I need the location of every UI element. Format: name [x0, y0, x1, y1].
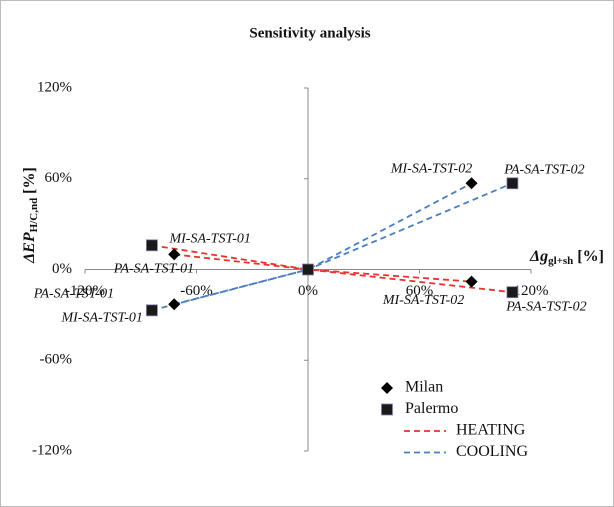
legend-label: Palermo	[405, 400, 458, 417]
square-marker	[302, 263, 314, 276]
point-label: PA-SA-TST-02	[503, 163, 584, 178]
point-label: PA-SA-TST-01	[33, 287, 114, 302]
legend-label: COOLING	[456, 443, 528, 460]
x-tick-label: 0%	[298, 283, 318, 299]
point-label: MI-SA-TST-02	[390, 162, 472, 177]
square-marker	[145, 239, 158, 252]
x-tick-label: 60%	[406, 283, 434, 299]
legend-label: Milan	[405, 379, 443, 396]
diamond-marker	[381, 382, 393, 394]
square-marker	[506, 286, 519, 299]
chart-title: Sensitivity analysis	[249, 25, 370, 41]
diamond-marker	[168, 248, 181, 261]
diamond-marker	[465, 177, 478, 190]
y-tick-label: 0%	[52, 261, 72, 277]
y-tick-label: -120%	[32, 442, 72, 458]
diamond-marker	[465, 275, 478, 288]
square-marker	[145, 304, 158, 317]
trend-line	[151, 244, 513, 294]
point-label: PA-SA-TST-02	[505, 299, 586, 314]
point-label: MI-SA-TST-01	[168, 232, 250, 247]
x-axis-title: Δggl+sh [%]	[529, 248, 604, 267]
diamond-marker	[168, 298, 181, 311]
point-label: MI-SA-TST-02	[382, 293, 464, 308]
y-axis-title-main: ΔEP	[21, 232, 38, 264]
point-label: PA-SA-TST-01	[113, 262, 194, 277]
y-axis-title-sub: H/C,nd	[28, 198, 40, 233]
x-axis-title-unit: [%]	[577, 248, 604, 265]
y-tick-label: -60%	[40, 352, 73, 368]
y-tick-label: 120%	[37, 79, 72, 95]
x-tick-label: 120%	[514, 283, 549, 299]
trend-line	[173, 182, 472, 306]
square-marker	[506, 177, 519, 190]
y-tick-label: 60%	[45, 170, 73, 186]
x-axis-title-sub: gl+sh	[548, 255, 573, 267]
y-axis-title: ΔEPH/C,nd [%]	[21, 167, 40, 264]
x-tick-label: -60%	[180, 283, 213, 299]
legend-label: HEATING	[456, 422, 526, 439]
x-tick-label: -120%	[65, 283, 105, 299]
x-axis-title-main: Δg	[529, 248, 548, 265]
point-label: MI-SA-TST-01	[60, 311, 142, 326]
square-marker	[381, 403, 393, 416]
y-axis-title-unit: [%]	[21, 167, 38, 194]
